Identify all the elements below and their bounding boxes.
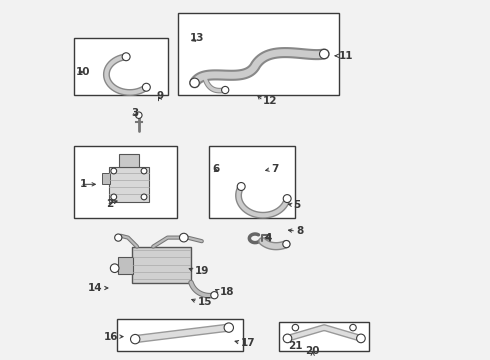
Circle shape <box>211 292 218 299</box>
Circle shape <box>237 183 245 190</box>
Text: 7: 7 <box>271 164 278 174</box>
Circle shape <box>283 195 291 203</box>
Text: 3: 3 <box>132 108 139 118</box>
Circle shape <box>110 264 119 273</box>
Circle shape <box>141 194 147 200</box>
Bar <box>119 154 139 167</box>
Text: 9: 9 <box>157 91 164 101</box>
Text: 12: 12 <box>263 96 277 106</box>
Bar <box>117 319 243 351</box>
Circle shape <box>136 112 142 118</box>
Circle shape <box>111 168 117 174</box>
Circle shape <box>143 83 150 91</box>
Circle shape <box>283 334 292 343</box>
Text: 21: 21 <box>288 341 303 351</box>
Text: 10: 10 <box>76 67 90 77</box>
Text: 16: 16 <box>104 332 118 342</box>
Bar <box>109 167 148 202</box>
Circle shape <box>111 194 117 200</box>
Circle shape <box>141 168 147 174</box>
Text: 15: 15 <box>197 297 212 307</box>
Bar <box>102 173 110 184</box>
Text: 6: 6 <box>212 164 219 174</box>
Circle shape <box>130 334 140 344</box>
Bar <box>74 146 176 218</box>
Circle shape <box>224 323 233 332</box>
Circle shape <box>357 334 365 343</box>
Bar <box>279 322 369 351</box>
Circle shape <box>115 234 122 241</box>
Text: 19: 19 <box>195 266 209 276</box>
Bar <box>132 247 191 283</box>
Circle shape <box>179 233 188 242</box>
Circle shape <box>122 53 130 61</box>
Text: 5: 5 <box>294 200 301 210</box>
Bar <box>74 38 168 95</box>
Text: 17: 17 <box>241 338 255 348</box>
Circle shape <box>319 49 329 59</box>
Bar <box>209 146 295 218</box>
Circle shape <box>350 324 356 331</box>
Text: 1: 1 <box>80 179 87 189</box>
Text: 11: 11 <box>339 51 353 61</box>
Text: 13: 13 <box>190 33 205 43</box>
Circle shape <box>283 240 290 248</box>
Text: 8: 8 <box>296 226 303 236</box>
Text: 14: 14 <box>88 283 103 293</box>
Bar <box>178 13 339 95</box>
Text: 2: 2 <box>106 199 114 210</box>
Text: 4: 4 <box>265 233 272 243</box>
Circle shape <box>292 324 298 331</box>
Text: 20: 20 <box>305 346 320 356</box>
Text: 18: 18 <box>220 287 234 297</box>
Circle shape <box>190 78 199 87</box>
Bar <box>118 257 133 274</box>
Circle shape <box>221 86 229 94</box>
